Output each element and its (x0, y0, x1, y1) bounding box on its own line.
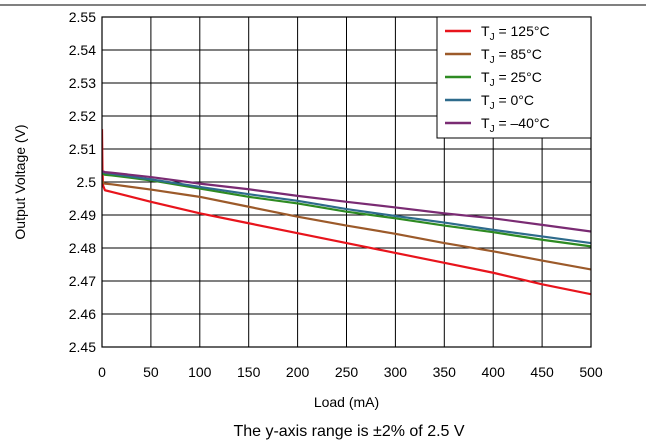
y-tick-label: 2.54 (69, 42, 96, 58)
y-axis-label: Output Voltage (V) (12, 124, 28, 239)
x-tick-labels: 0 50 100 150 200 250 300 350 400 450 500 (98, 364, 603, 380)
y-tick-label: 2.51 (69, 141, 96, 157)
y-tick-label: 2.49 (69, 207, 96, 223)
y-tick-label: 2.52 (69, 108, 96, 124)
legend-label-4: TJ = –40°C (481, 115, 550, 135)
y-tick-label: 2.53 (69, 75, 96, 91)
x-tick-label: 250 (335, 364, 359, 380)
series-layer (102, 129, 591, 296)
y-tick-label: 2.5 (77, 174, 97, 190)
legend: TJ = 125°C TJ = 85°C TJ = 25°C TJ = 0°C TJ =… (436, 16, 592, 139)
y-tick-label: 2.45 (69, 339, 96, 355)
y-tick-label: 2.55 (69, 9, 96, 25)
y-tick-labels: 2.45 2.46 2.47 2.48 2.49 2.5 2.51 2.52 2.53 2.54 2… (69, 9, 96, 355)
legend-label-1: TJ = 85°C (481, 46, 542, 66)
chart-caption: The y-axis range is ±2% of 2.5 V (233, 423, 464, 440)
series-line-0 (102, 129, 591, 296)
legend-label-0: TJ = 125°C (481, 23, 550, 43)
x-tick-label: 150 (237, 364, 261, 380)
legend-label-2: TJ = 25°C (481, 69, 542, 89)
plot-frame (101, 16, 592, 348)
x-tick-label: 50 (143, 364, 159, 380)
x-tick-label: 450 (530, 364, 554, 380)
x-tick-label: 350 (433, 364, 457, 380)
y-tick-label: 2.47 (69, 273, 96, 289)
x-axis-label: Load (mA) (314, 394, 379, 410)
legend-label-3: TJ = 0°C (481, 92, 534, 112)
x-tick-label: 100 (188, 364, 212, 380)
series-line-1 (102, 179, 591, 271)
x-tick-label: 0 (98, 364, 106, 380)
series-line-2 (102, 171, 591, 248)
x-tick-label: 300 (384, 364, 408, 380)
x-tick-label: 200 (286, 364, 310, 380)
y-tick-label: 2.48 (69, 240, 96, 256)
y-tick-label: 2.46 (69, 306, 96, 322)
series-line-4 (102, 170, 591, 233)
x-tick-label: 500 (579, 364, 603, 380)
x-tick-label: 400 (482, 364, 506, 380)
